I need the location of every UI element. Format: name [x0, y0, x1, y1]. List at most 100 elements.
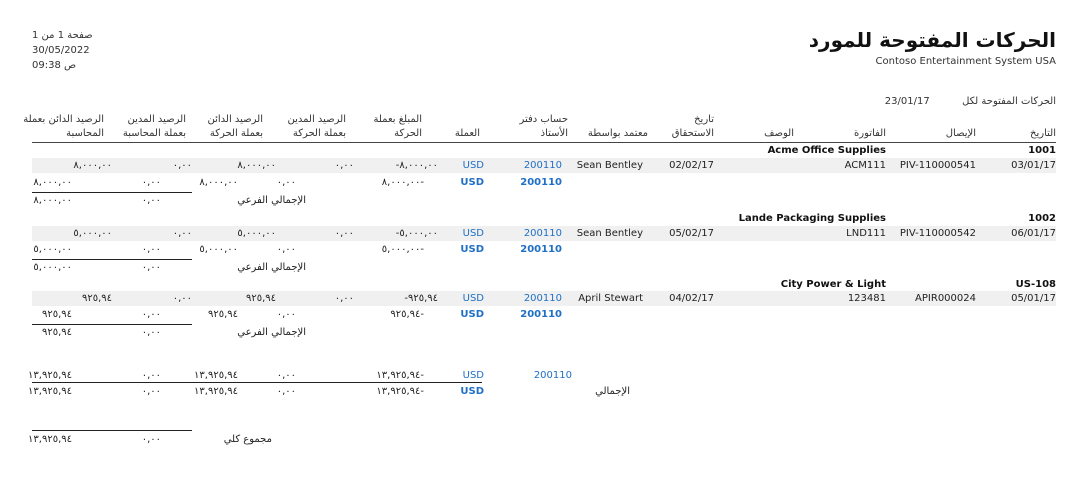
header-divider [32, 142, 1056, 143]
txn-approver: April Stewart [578, 293, 643, 304]
txn-credit-cur: ٩٢٥,٩٤ [245, 293, 276, 304]
sum-debit-acc: ٠,٠٠ [141, 309, 161, 320]
subtotal-debit-acc: ٠,٠٠ [141, 195, 161, 206]
txn-ledger-link[interactable]: 200110 [523, 228, 562, 239]
grand-debit-acc: ٠,٠٠ [141, 386, 161, 397]
txn-currency: USD [462, 160, 484, 171]
txn-invoice: LND111 [846, 228, 886, 239]
grand-credit-acc: ١٣,٩٢٥,٩٤ [28, 386, 72, 397]
subtotal-line [32, 192, 192, 193]
txn-credit-cur: ٥,٠٠٠,٠٠ [237, 228, 276, 239]
col-voucher: الإيصال [945, 128, 976, 139]
subtotal-row: الإجمالي الفرعي ٠,٠٠ ٥,٠٠٠,٠٠ [32, 260, 1056, 275]
sum-amount: ٨,٠٠٠,٠٠- [381, 177, 424, 188]
txn-ledger-link[interactable]: 200110 [523, 160, 562, 171]
grand-amount: ١٣,٩٢٥,٩٤- [376, 386, 424, 397]
sum-credit-acc: ٩٢٥,٩٤ [41, 309, 72, 320]
sum-ledger-link[interactable]: 200110 [520, 309, 562, 320]
subtotal-line [32, 324, 192, 325]
sum-credit-acc: ٨,٠٠٠,٠٠ [33, 177, 72, 188]
txn-debit-acc: ٠,٠٠ [172, 160, 192, 171]
col-date: التاريخ [1030, 128, 1056, 139]
page-number: صفحة 1 من 1 [32, 30, 93, 41]
txn-invoice: 123481 [847, 293, 886, 304]
sum-credit-acc: ٥,٠٠٠,٠٠ [33, 244, 72, 255]
txn-due-date: 05/02/17 [669, 228, 714, 239]
vendor-sum-row: 200110 USD ٩٢٥,٩٤- ٠,٠٠ ٩٢٥,٩٤ ٠,٠٠ ٩٢٥,… [32, 307, 1056, 322]
col-due-date: تاريخ الاستحقاق [671, 114, 714, 139]
subtotal-row: الإجمالي الفرعي ٠,٠٠ ٨,٠٠٠,٠٠ [32, 193, 1056, 208]
grand-total-row: مجموع كلي ٠,٠٠ ١٣,٩٢٥,٩٤ [28, 432, 1056, 447]
company-name: Contoso Entertainment System USA [875, 56, 1056, 67]
sum-currency: USD [460, 244, 484, 255]
sum-ledger-link[interactable]: 200110 [520, 177, 562, 188]
table-row: 06/01/17 PIV-110000542 LND111 05/02/17 S… [32, 226, 1056, 241]
txn-credit-acc: ٩٢٥,٩٤ [81, 293, 112, 304]
grand-credit-cur: ١٣,٩٢٥,٩٤ [194, 386, 238, 397]
vendor-header: 1002 Lande Packaging Supplies [32, 211, 1056, 226]
sum-debit-cur: ٠,٠٠ [276, 309, 296, 320]
col-amount-cur: المبلغ بعملة الحركة [373, 114, 423, 139]
sum-ledger-link[interactable]: 200110 [520, 244, 562, 255]
txn-voucher: PIV-110000542 [899, 228, 976, 239]
report-title: الحركات المفتوحة للمورد [808, 28, 1056, 52]
sum-debit-acc: ٠,٠٠ [141, 244, 161, 255]
txn-amount: -٩٢٥,٩٤ [404, 293, 438, 304]
vendor-id: 1002 [1028, 213, 1056, 224]
print-date: 30/05/2022 [32, 45, 90, 56]
col-debit-acc: الرصيد المدين بعملة المحاسبة [122, 114, 186, 139]
txn-approver: Sean Bentley [576, 228, 643, 239]
col-credit-acc: الرصيد الدائن بعملة المحاسبة [23, 114, 104, 139]
txn-credit-cur: ٨,٠٠٠,٠٠ [237, 160, 276, 171]
vendor-name: Lande Packaging Supplies [738, 213, 886, 224]
subtotal-label: الإجمالي الفرعي [237, 262, 306, 273]
subtotal-line [32, 259, 192, 260]
subtotal-credit-acc: ٥,٠٠٠,٠٠ [33, 262, 72, 273]
txn-amount: -٨,٠٠٠,٠٠ [395, 160, 438, 171]
vendor-sum-row: 200110 USD ٨,٠٠٠,٠٠- ٠,٠٠ ٨,٠٠٠,٠٠ ٠,٠٠ … [32, 175, 1056, 190]
sum-credit-cur: ٨,٠٠٠,٠٠ [199, 177, 238, 188]
sum-debit-cur: ٠,٠٠ [276, 244, 296, 255]
sum-currency: USD [460, 177, 484, 188]
subtotal-row: الإجمالي الفرعي ٠,٠٠ ٩٢٥,٩٤ [32, 325, 1056, 340]
vendor-header: 1001 Acme Office Supplies [32, 143, 1056, 158]
txn-credit-acc: ٥,٠٠٠,٠٠ [73, 228, 112, 239]
txn-date: 05/01/17 [1011, 293, 1056, 304]
subtotal-label: الإجمالي الفرعي [237, 195, 306, 206]
as-of-date: 23/01/17 [884, 96, 930, 107]
total-debit-cur: ٠,٠٠ [276, 370, 296, 381]
total-ledger-link[interactable]: 200110 [533, 370, 572, 381]
subtotal-label: الإجمالي الفرعي [237, 327, 306, 338]
subtotal-debit-acc: ٠,٠٠ [141, 262, 161, 273]
page-info: صفحة 1 من 1 30/05/2022 09:38 ص [32, 28, 93, 73]
total-currency: USD [462, 370, 484, 381]
table-row: 03/01/17 PIV-110000541 ACM111 02/02/17 S… [32, 158, 1056, 173]
total-debit-acc: ٠,٠٠ [141, 370, 161, 381]
txn-ledger-link[interactable]: 200110 [523, 293, 562, 304]
grand-total-line [32, 430, 192, 431]
txn-currency: USD [462, 228, 484, 239]
sum-amount: ٩٢٥,٩٤- [390, 309, 424, 320]
txn-invoice: ACM111 [844, 160, 886, 171]
vendor-name: City Power & Light [780, 279, 886, 290]
grand-currency: USD [460, 386, 484, 397]
subtotal-credit-acc: ٩٢٥,٩٤ [41, 327, 72, 338]
col-invoice: الفاتورة [854, 128, 886, 139]
txn-date: 03/01/17 [1011, 160, 1056, 171]
as-of-label: الحركات المفتوحة لكل [962, 96, 1056, 107]
sum-credit-cur: ٥,٠٠٠,٠٠ [199, 244, 238, 255]
as-of: الحركات المفتوحة لكل 23/01/17 [885, 96, 1056, 107]
grand-total-debit-acc: ٠,٠٠ [141, 434, 161, 445]
grand-total-label: مجموع كلي [223, 434, 272, 445]
txn-due-date: 02/02/17 [669, 160, 714, 171]
total-label: الإجمالي [595, 386, 630, 397]
txn-debit-cur: ٠,٠٠ [334, 228, 354, 239]
vendor-id: US-108 [1015, 279, 1056, 290]
vendor-name: Acme Office Supplies [767, 145, 886, 156]
txn-currency: USD [462, 293, 484, 304]
vendor-sum-row: 200110 USD ٥,٠٠٠,٠٠- ٠,٠٠ ٥,٠٠٠,٠٠ ٠,٠٠ … [32, 242, 1056, 257]
subtotal-debit-acc: ٠,٠٠ [141, 327, 161, 338]
sum-currency: USD [460, 309, 484, 320]
sum-debit-acc: ٠,٠٠ [141, 177, 161, 188]
col-debit-cur: الرصيد المدين بعملة الحركة [287, 114, 346, 139]
